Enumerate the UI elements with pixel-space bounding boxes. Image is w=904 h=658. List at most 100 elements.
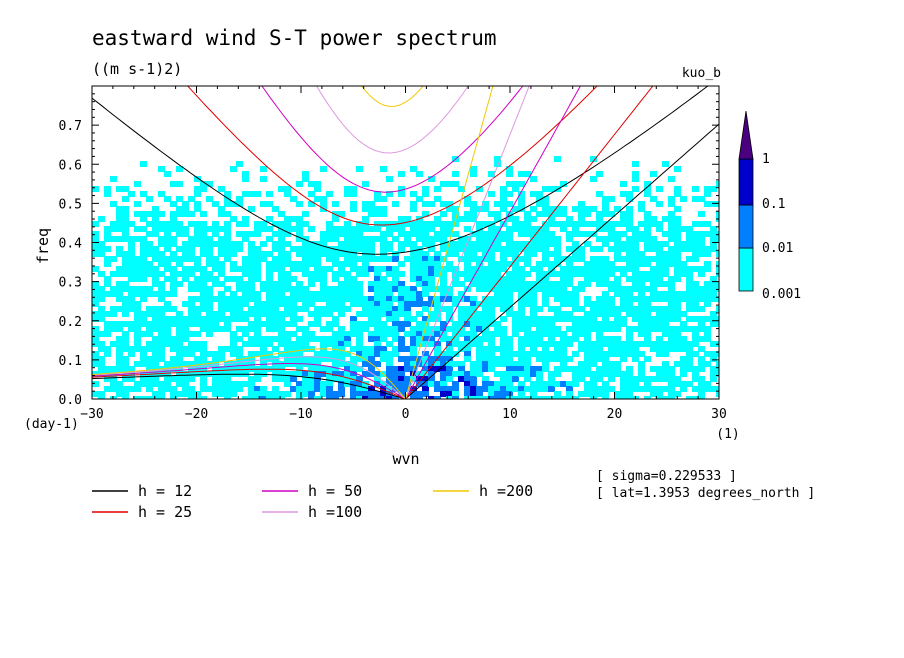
shade-cell-0.001 <box>464 201 471 207</box>
shade-cell-0.001 <box>308 276 315 282</box>
shade-cell-0.001 <box>620 391 627 397</box>
shade-cell-0.001 <box>230 391 237 397</box>
shade-cell-0.001 <box>512 226 519 232</box>
shade-cell-0.001 <box>302 286 309 292</box>
shade-cell-0.001 <box>248 251 255 257</box>
shade-cell-0.001 <box>656 371 663 377</box>
shade-cell-0.001 <box>602 301 609 307</box>
shade-cell-0.001 <box>266 321 273 327</box>
shade-cell-0.001 <box>314 251 321 257</box>
shade-cell-0.001 <box>512 221 519 227</box>
shade-cell-0.001 <box>704 301 711 307</box>
shade-cell-0.001 <box>284 341 291 347</box>
shade-cell-0.001 <box>704 331 711 337</box>
shade-cell-0.001 <box>500 236 507 242</box>
shade-cell-0.001 <box>116 356 123 362</box>
shade-cell-0.001 <box>476 281 483 287</box>
shade-cell-0.001 <box>716 211 719 217</box>
shade-cell-0.001 <box>668 296 675 302</box>
shade-cell-0.001 <box>452 246 459 252</box>
shade-cell-0.001 <box>530 336 537 342</box>
shade-cell-0.001 <box>314 296 321 302</box>
shade-cell-0.001 <box>278 251 285 257</box>
shade-cell-0.001 <box>176 321 183 327</box>
shade-cell-0.001 <box>512 246 519 252</box>
shade-cell-0.001 <box>140 361 147 367</box>
shade-cell-0.001 <box>692 256 699 262</box>
shade-cell-0.01 <box>368 371 375 377</box>
shade-cell-0.001 <box>122 226 129 232</box>
shade-cell-0.001 <box>716 316 719 322</box>
shade-cell-0.001 <box>656 251 663 257</box>
shade-cell-0.001 <box>254 226 261 232</box>
shade-cell-0.001 <box>626 236 633 242</box>
shade-cell-0.001 <box>356 311 363 317</box>
shade-cell-0.001 <box>344 371 351 377</box>
shade-cell-0.001 <box>368 201 375 207</box>
shade-cell-0.001 <box>134 286 141 292</box>
shade-cell-0.001 <box>248 361 255 367</box>
shade-cell-0.001 <box>578 326 585 332</box>
shade-cell-0.001 <box>632 231 639 237</box>
shade-cell-0.001 <box>704 291 711 297</box>
shade-cell-0.001 <box>674 241 681 247</box>
shade-cell-0.001 <box>488 316 495 322</box>
shade-cell-0.001 <box>284 391 291 397</box>
shade-cell-0.001 <box>560 311 567 317</box>
shade-cell-0.001 <box>338 306 345 312</box>
shade-cell-0.001 <box>464 226 471 232</box>
shade-cell-0.001 <box>158 236 165 242</box>
shade-cell-0.001 <box>122 221 129 227</box>
shade-cell-0.001 <box>104 311 111 317</box>
shade-cell-0.01 <box>374 361 381 367</box>
shade-cell-0.001 <box>656 326 663 332</box>
shade-cell-0.001 <box>92 341 99 347</box>
shade-cell-0.001 <box>134 346 141 352</box>
rossby-curve <box>92 363 406 399</box>
sigma-annotation: [ sigma=0.229533 ] <box>596 469 737 484</box>
shade-cell-0.001 <box>266 336 273 342</box>
shade-cell-0.001 <box>584 231 591 237</box>
shade-cell-0.001 <box>554 281 561 287</box>
shade-cell-0.001 <box>266 286 273 292</box>
shade-cell-0.001 <box>374 206 381 212</box>
shade-cell-0.001 <box>98 296 105 302</box>
shade-cell-0.001 <box>320 281 327 287</box>
shade-cell-0.001 <box>470 271 477 277</box>
shade-cell-0.001 <box>182 371 189 377</box>
shade-cell-0.001 <box>446 286 453 292</box>
shade-cell-0.001 <box>122 386 129 392</box>
shade-cell-0.001 <box>686 361 693 367</box>
shade-cell-0.001 <box>206 196 213 202</box>
shade-cell-0.001 <box>494 301 501 307</box>
shade-cell-0.001 <box>458 331 465 337</box>
shade-cell-0.001 <box>146 221 153 227</box>
shade-cell-0.001 <box>350 256 357 262</box>
shade-cell-0.001 <box>182 326 189 332</box>
shade-cell-0.001 <box>230 336 237 342</box>
shade-cell-0.001 <box>704 286 711 292</box>
shade-cell-0.001 <box>542 396 549 399</box>
shade-cell-0.001 <box>218 306 225 312</box>
shade-cell-0.001 <box>188 236 195 242</box>
shade-cell-0.001 <box>464 331 471 337</box>
shade-cell-0.001 <box>182 386 189 392</box>
shade-cell-0.001 <box>644 191 651 197</box>
shade-cell-0.001 <box>638 316 645 322</box>
shade-cell-0.001 <box>536 211 543 217</box>
shade-cell-0.001 <box>692 296 699 302</box>
shade-cell-0.001 <box>302 296 309 302</box>
shade-cell-0.001 <box>530 331 537 337</box>
shade-cell-0.001 <box>464 216 471 222</box>
shade-cell-0.001 <box>632 356 639 362</box>
shade-cell-0.001 <box>626 351 633 357</box>
shade-cell-0.001 <box>206 261 213 267</box>
shade-cell-0.001 <box>524 226 531 232</box>
shade-cell-0.001 <box>314 261 321 267</box>
shade-cell-0.001 <box>290 296 297 302</box>
shade-cell-0.001 <box>632 261 639 267</box>
shade-cell-0.001 <box>200 341 207 347</box>
shade-cell-0.01 <box>374 301 381 307</box>
shade-cell-0.001 <box>290 286 297 292</box>
shade-cell-0.001 <box>272 286 279 292</box>
